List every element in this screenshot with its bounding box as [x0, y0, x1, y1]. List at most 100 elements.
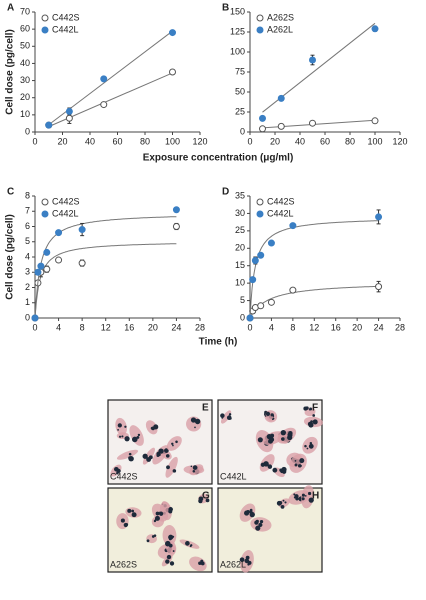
data-point — [267, 298, 275, 306]
cell-body — [151, 515, 165, 528]
data-point — [251, 256, 259, 264]
iron-stain — [249, 511, 255, 518]
cell-body — [116, 449, 139, 460]
y-tick-label: 6 — [25, 221, 30, 231]
iron-stain — [308, 497, 314, 503]
micrograph-letter: E — [202, 403, 209, 414]
iron-stain — [239, 557, 245, 563]
x-tick-label: 40 — [295, 136, 305, 146]
iron-stain — [312, 414, 316, 417]
y-tick-label: 5 — [240, 295, 245, 305]
x-tick-label: 0 — [32, 136, 37, 146]
x-tick-label: 12 — [309, 322, 319, 332]
data-point — [246, 314, 254, 322]
x-tick-label: 60 — [112, 136, 122, 146]
data-point — [34, 268, 42, 276]
micrograph-label: C442S — [110, 471, 138, 481]
cell-body — [166, 436, 182, 451]
iron-stain — [312, 419, 318, 425]
iron-stain — [117, 423, 122, 428]
iron-stain — [194, 418, 201, 425]
x-tick-label: 20 — [352, 322, 362, 332]
iron-stain — [159, 511, 164, 516]
x-tick-label: 120 — [192, 136, 207, 146]
y-tick-label: 75 — [235, 66, 245, 76]
data-point — [43, 248, 51, 256]
iron-stain — [297, 464, 302, 468]
y-tick-label: 7 — [25, 206, 30, 216]
micrograph-letter: G — [202, 491, 210, 502]
iron-stain — [146, 539, 150, 543]
x-tick-label: 60 — [320, 136, 330, 146]
legend-marker — [41, 14, 49, 22]
iron-stain — [284, 501, 287, 504]
iron-stain — [272, 467, 278, 473]
y-tick-label: 125 — [230, 26, 245, 36]
legend-marker — [41, 26, 49, 34]
iron-stain — [164, 448, 169, 453]
iron-stain — [287, 434, 293, 441]
legend-label: C442L — [267, 208, 294, 218]
iron-stain — [118, 435, 122, 438]
iron-stain — [128, 456, 132, 460]
x-tick-label: 0 — [247, 322, 252, 332]
x-tick-label: 20 — [148, 322, 158, 332]
cell-body — [159, 501, 172, 521]
legend-marker — [256, 210, 264, 218]
data-point — [257, 302, 265, 310]
iron-stain — [270, 413, 274, 417]
iron-stain — [166, 554, 172, 560]
micrograph-label: C442L — [220, 471, 247, 481]
legend-marker — [256, 26, 264, 34]
data-point — [375, 283, 383, 291]
iron-stain — [192, 469, 196, 473]
data-point — [257, 251, 265, 259]
data-point — [172, 223, 180, 230]
iron-stain — [303, 406, 308, 411]
iron-stain — [244, 510, 250, 516]
iron-stain — [172, 444, 174, 447]
y-tick-label: 60 — [20, 24, 30, 34]
iron-stain — [169, 561, 175, 566]
cell-body — [183, 465, 205, 475]
data-point — [309, 119, 316, 127]
x-tick-label: 4 — [269, 322, 274, 332]
data-point — [309, 56, 316, 64]
iron-stain — [258, 522, 263, 528]
y-tick-label: 10 — [20, 109, 30, 119]
x-tick-label: 0 — [32, 322, 37, 332]
x-tick-label: 24 — [171, 322, 181, 332]
iron-stain — [282, 499, 285, 502]
iron-stain — [198, 498, 203, 504]
data-point — [78, 259, 86, 267]
data-point — [277, 122, 285, 130]
y-tick-label: 4 — [25, 251, 30, 261]
y-tick-label: 0 — [25, 126, 30, 136]
fit-curve — [249, 220, 379, 319]
data-point — [375, 213, 383, 221]
iron-stain — [272, 417, 275, 420]
x-tick-label: 4 — [56, 322, 61, 332]
legend-marker — [256, 198, 264, 206]
x-tick-label: 0 — [247, 136, 252, 146]
legend-label: C442L — [52, 208, 79, 218]
iron-stain — [245, 555, 250, 560]
x-tick-label: 120 — [392, 136, 407, 146]
iron-stain — [255, 525, 261, 531]
iron-stain — [168, 509, 173, 514]
iron-stain — [294, 460, 297, 462]
iron-stain — [153, 519, 157, 523]
iron-stain — [264, 461, 269, 465]
data-point — [43, 265, 51, 273]
iron-stain — [121, 435, 124, 438]
iron-stain — [192, 465, 198, 470]
y-tick-label: 30 — [235, 208, 245, 218]
legend-marker — [41, 210, 49, 218]
iron-stain — [257, 437, 263, 443]
x-tick-label: 16 — [331, 322, 341, 332]
iron-stain — [308, 408, 311, 411]
y-tick-label: 0 — [25, 312, 30, 322]
micrograph-letter: F — [312, 403, 318, 414]
x-tick-label: 20 — [270, 136, 280, 146]
cell-body — [221, 410, 232, 424]
